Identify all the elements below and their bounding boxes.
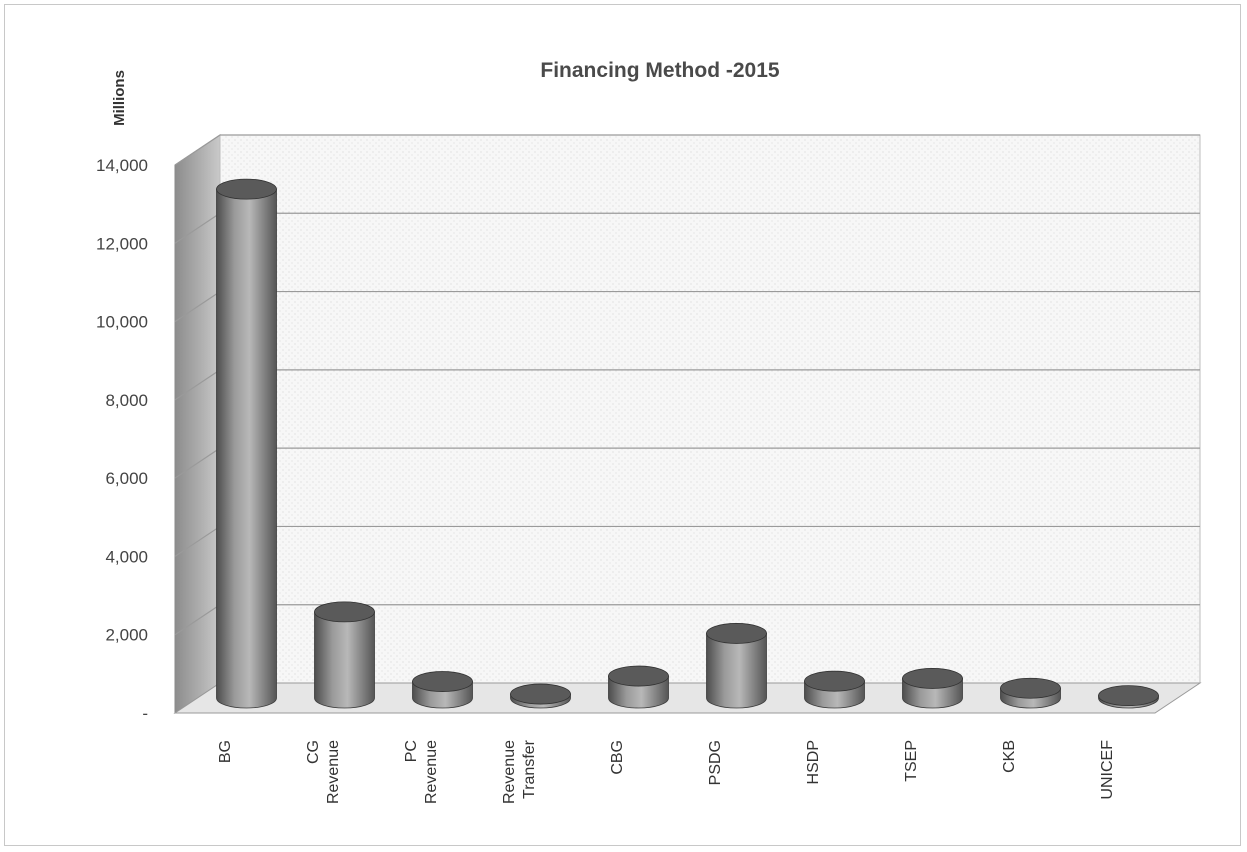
x-category-label: CG bbox=[305, 740, 322, 764]
x-category-label: CBG bbox=[609, 740, 626, 775]
x-category-label: UNICEF bbox=[1099, 740, 1116, 800]
x-category-label: HSDP bbox=[805, 740, 822, 784]
bar-top bbox=[216, 178, 277, 200]
bar bbox=[412, 671, 473, 709]
bar bbox=[510, 683, 571, 709]
y-tick-label: 2,000 bbox=[105, 626, 148, 645]
y-tick-label: 8,000 bbox=[105, 391, 148, 410]
bar bbox=[1098, 685, 1159, 709]
x-axis-categories: BG CG Revenue PC Revenue Revenue Transfer CBG PS… bbox=[217, 739, 1116, 804]
y-tick-label: 10,000 bbox=[96, 313, 148, 332]
bars bbox=[216, 178, 1159, 709]
bar-body bbox=[314, 611, 375, 709]
chart-frame bbox=[4, 4, 1241, 846]
bar-top bbox=[608, 665, 669, 687]
bar bbox=[1000, 677, 1061, 709]
y-tick-label: - bbox=[142, 704, 148, 723]
bar bbox=[216, 178, 277, 709]
chart-title: Financing Method -2015 bbox=[540, 59, 780, 82]
x-category-label: TSEP bbox=[903, 740, 920, 782]
y-tick-label: 4,000 bbox=[105, 547, 148, 566]
bar-top bbox=[706, 623, 767, 644]
bar-top bbox=[510, 683, 571, 705]
x-category-label: Transfer bbox=[521, 739, 538, 799]
x-category-label: Revenue bbox=[325, 740, 342, 804]
bar-body bbox=[706, 633, 767, 709]
side-wall bbox=[174, 134, 221, 714]
x-category-label: Revenue bbox=[423, 740, 440, 804]
y-tick-label: 6,000 bbox=[105, 469, 148, 488]
gridline bbox=[174, 134, 1200, 166]
x-category-label: PC bbox=[403, 740, 420, 762]
y-axis-label: Millions bbox=[111, 70, 128, 126]
y-axis-ticks: - 2,000 4,000 6,000 8,000 10,000 12,000 14,000 bbox=[96, 156, 148, 723]
plot-walls bbox=[173, 134, 1202, 714]
y-tick-label: 14,000 bbox=[96, 156, 148, 175]
x-category-label: CKB bbox=[1001, 740, 1018, 773]
bar bbox=[902, 668, 963, 709]
bar-top bbox=[314, 601, 375, 623]
bar-top bbox=[412, 671, 473, 692]
bar-top bbox=[1098, 685, 1159, 707]
bar bbox=[804, 670, 865, 709]
x-category-label: Revenue bbox=[501, 740, 518, 804]
bar-top bbox=[804, 670, 865, 692]
x-category-label: BG bbox=[217, 740, 234, 763]
x-category-label: PSDG bbox=[707, 740, 724, 785]
bar-top bbox=[902, 668, 963, 689]
back-wall bbox=[219, 134, 1201, 684]
bar-body bbox=[216, 188, 277, 709]
bar bbox=[608, 665, 669, 709]
bar-top bbox=[1000, 677, 1061, 699]
bar bbox=[314, 601, 375, 709]
bar bbox=[706, 623, 767, 709]
y-tick-label: 12,000 bbox=[96, 234, 148, 253]
